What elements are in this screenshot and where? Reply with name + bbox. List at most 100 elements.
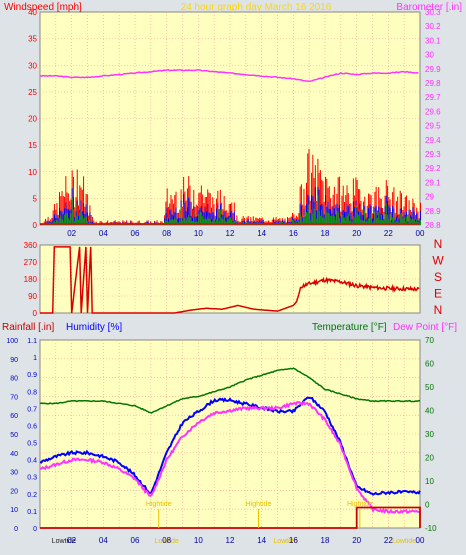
temp-xtick-label: 14 [257, 536, 266, 545]
wind-gust-bar [223, 195, 225, 225]
wind-gust-bar [393, 187, 395, 225]
wind-gust-bar [202, 194, 204, 225]
wind-gust-bar [65, 176, 67, 225]
wind-gust-bar [173, 203, 174, 225]
wind-avg-bar [62, 213, 64, 225]
wind-min-bar [79, 212, 81, 225]
wind-min-bar [300, 216, 302, 225]
wind-avg-bar [412, 207, 414, 225]
temp-xtick-label: 16 [289, 536, 298, 545]
wind-min-bar [223, 216, 225, 225]
wind-avg-bar [231, 210, 233, 225]
wind-min-bar [228, 217, 230, 225]
wind-min-bar [193, 210, 195, 225]
wind-min-bar [89, 220, 91, 225]
wind-gust-bar [78, 205, 79, 225]
wind-min-bar [219, 209, 221, 225]
wind-gust-bar [99, 221, 101, 225]
wind-gust-bar [195, 204, 197, 225]
wind-gust-bar [390, 211, 392, 225]
wind-min-bar [66, 213, 68, 225]
rain-ytick-label: 0.6 [27, 423, 37, 430]
wind-min-bar [344, 217, 345, 225]
wind-gust-bar [51, 217, 53, 225]
wind-min-bar [319, 215, 321, 225]
wind-min-bar [332, 215, 334, 225]
wind-min-bar [60, 215, 62, 225]
wind-gust-bar [138, 220, 140, 225]
wind-xtick-label: 12 [226, 229, 235, 238]
wind-avg-bar [354, 207, 356, 225]
wind-min-bar [395, 221, 397, 225]
wind-gust-bar [378, 187, 380, 225]
direction-ytick-label: 180 [24, 275, 38, 284]
wind-gust-bar [242, 215, 244, 225]
wind-gust-bar [81, 189, 83, 225]
wind-gust-bar [60, 196, 62, 225]
temp-ytick-label: 10 [425, 477, 434, 486]
wind-avg-bar [85, 204, 87, 225]
wind-min-bar [213, 218, 215, 225]
wind-gust-bar [312, 154, 314, 225]
humidity-ytick-label: 50 [10, 432, 18, 439]
wind-avg-bar [394, 219, 396, 225]
barometer-axis-label: Barometer [.in] [396, 2, 462, 13]
wind-min-bar [81, 215, 83, 225]
wind-avg-bar [369, 204, 371, 225]
wind-gust-bar [171, 199, 173, 225]
wind-min-bar [376, 217, 378, 225]
humidity-ytick-label: 20 [10, 488, 18, 495]
wind-gust-bar [190, 201, 192, 225]
humidity-ytick-label: 60 [10, 413, 18, 420]
wind-avg-bar [189, 201, 191, 225]
wind-avg-bar [67, 209, 69, 225]
wind-gust-bar [406, 195, 408, 225]
wind-gust-bar [221, 202, 223, 225]
wind-gust-bar [56, 203, 58, 225]
wind-min-bar [361, 220, 363, 225]
wind-gust-bar [86, 194, 88, 225]
tide-label: Hightide [146, 501, 172, 508]
wind-gust-bar [76, 169, 78, 225]
wind-min-bar [397, 217, 399, 225]
wind-min-bar [135, 224, 136, 225]
wind-gust-bar [250, 217, 252, 225]
wind-avg-bar [226, 217, 228, 225]
wind-gust-bar [62, 196, 64, 225]
wind-min-bar [375, 218, 377, 225]
wind-min-bar [200, 212, 202, 225]
wind-avg-bar [204, 206, 206, 225]
wind-xtick-label: 00 [416, 229, 425, 238]
wind-avg-bar [340, 216, 342, 225]
humidity-ytick-label: 70 [10, 394, 18, 401]
wind-min-bar [293, 221, 295, 225]
wind-gust-bar [345, 195, 347, 225]
wind-ytick-label: 20 [28, 115, 37, 124]
wind-avg-bar [284, 220, 286, 225]
compass-label: E [434, 287, 442, 301]
wind-gust-bar [208, 192, 210, 225]
wind-gust-bar [88, 215, 90, 225]
wind-gust-bar [288, 218, 290, 225]
wind-min-bar [190, 220, 192, 225]
wind-min-bar [357, 215, 359, 225]
wind-avg-bar [368, 208, 370, 225]
wind-min-bar [337, 212, 339, 225]
wind-min-bar [406, 216, 408, 225]
wind-min-bar [312, 213, 314, 225]
barometer-ytick-label: 29.2 [425, 164, 441, 173]
wind-min-bar [42, 224, 44, 225]
wind-min-bar [53, 220, 55, 225]
wind-avg-bar [186, 207, 188, 225]
wind-avg-bar [166, 207, 168, 225]
wind-min-bar [169, 214, 171, 225]
wind-avg-bar [309, 212, 311, 225]
wind-avg-bar [205, 211, 207, 225]
wind-min-bar [342, 218, 344, 225]
wind-avg-bar [379, 213, 381, 225]
barometer-ytick-label: 30 [425, 51, 434, 60]
rain-ytick-label: 0.5 [27, 441, 37, 448]
wind-gust-bar [218, 209, 220, 225]
wind-gust-bar [341, 195, 343, 225]
tide-label: Lowtide [273, 538, 297, 545]
